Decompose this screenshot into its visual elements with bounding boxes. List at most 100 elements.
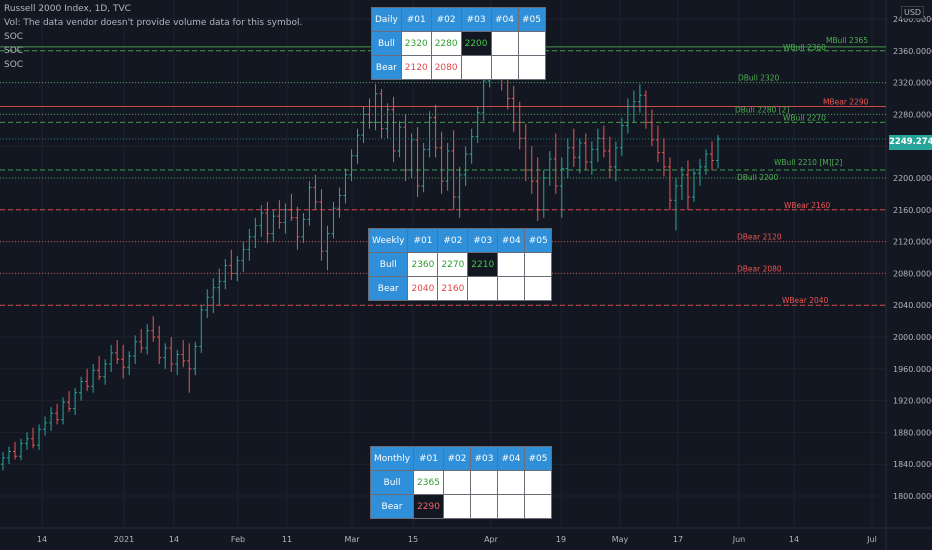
column-header: #05: [524, 228, 553, 253]
candle: [109, 344, 114, 372]
candle: [619, 117, 624, 156]
level-label: DBear 2080: [737, 264, 782, 273]
candle: [517, 101, 522, 150]
candle: [259, 205, 264, 237]
candle: [205, 289, 210, 318]
bull-row-label: Bull: [371, 31, 402, 56]
level-label: DBull 2320: [738, 74, 780, 83]
candle: [67, 391, 72, 412]
y-tick-label: 2280.0000: [893, 110, 932, 119]
bear-level-cell: [490, 55, 519, 80]
candle: [703, 149, 708, 175]
candle: [355, 128, 360, 164]
indicator-label[interactable]: SOC: [4, 46, 24, 56]
y-tick-label: 2040.0000: [893, 301, 932, 310]
candle: [541, 170, 546, 218]
x-tick-label: 17: [673, 535, 683, 544]
x-tick-label: 14: [169, 535, 179, 544]
candle: [421, 143, 426, 193]
candle: [457, 166, 462, 218]
candle: [469, 128, 474, 164]
column-header: #01: [413, 446, 444, 471]
candle: [559, 157, 564, 218]
bull-level-cell: [442, 470, 471, 495]
candle: [139, 329, 144, 353]
candle: [253, 217, 258, 248]
bull-level-cell: 2200: [460, 31, 492, 56]
currency-label[interactable]: USD: [901, 6, 925, 19]
candle: [649, 109, 654, 147]
bull-level-cell: [523, 470, 552, 495]
symbol-title[interactable]: Russell 2000 Index, 1D, TVC: [4, 4, 131, 14]
column-header: #01: [400, 7, 432, 32]
level-label: WBull 2210 [M][2]: [774, 158, 842, 167]
y-tick-label: 2120.0000: [893, 238, 932, 247]
indicator-label[interactable]: SOC: [4, 32, 24, 42]
table-title: Monthly: [369, 446, 415, 471]
candle: [463, 146, 468, 186]
bull-level-cell: [469, 470, 498, 495]
candle: [127, 351, 132, 376]
indicator-label[interactable]: SOC: [4, 60, 24, 70]
candle: [1, 452, 5, 471]
candle: [229, 249, 234, 280]
candle: [481, 73, 486, 121]
candle: [397, 120, 402, 158]
candle: [43, 416, 48, 436]
candle: [367, 98, 372, 129]
x-tick-label: 19: [556, 535, 566, 544]
candle: [631, 90, 636, 123]
bear-level-cell: [524, 276, 553, 301]
bear-level-cell: [517, 55, 546, 80]
candle: [379, 88, 384, 139]
candle: [361, 106, 366, 144]
candle: [247, 228, 252, 261]
bear-level-cell: [497, 276, 526, 301]
candle: [409, 133, 414, 178]
candle: [607, 136, 612, 178]
table-title: Daily: [371, 7, 402, 32]
chart-legend: Russell 2000 Index, 1D, TVC Vol: The dat…: [4, 2, 302, 72]
candle: [571, 128, 576, 167]
candle: [643, 90, 648, 129]
candle: [613, 141, 618, 182]
column-header: #02: [437, 228, 469, 253]
candle: [661, 138, 666, 177]
candle: [475, 106, 480, 144]
candle: [37, 424, 42, 450]
candle: [61, 397, 66, 425]
bear-row-label: Bear: [367, 276, 409, 301]
candle: [313, 174, 318, 210]
candle: [241, 241, 246, 272]
bear-row-label: Bear: [371, 55, 402, 80]
bear-level-cell: [469, 494, 498, 519]
bull-level-cell: [497, 252, 526, 277]
bull-level-cell: 2360: [407, 252, 439, 277]
candle: [283, 203, 288, 234]
column-header: #02: [430, 7, 462, 32]
level-label: WBear 2040: [782, 296, 829, 305]
candle: [97, 356, 102, 380]
candle: [433, 104, 438, 158]
x-tick-label: Mar: [344, 535, 360, 544]
candle: [235, 255, 240, 282]
candle: [49, 406, 54, 431]
candle: [679, 166, 684, 201]
candle: [145, 324, 150, 355]
candle: [289, 193, 294, 221]
candle: [331, 201, 336, 239]
y-tick-label: 1960.0000: [893, 365, 932, 374]
bull-level-cell: [524, 252, 553, 277]
candle: [373, 84, 378, 131]
candle: [211, 278, 216, 314]
candle: [691, 168, 696, 202]
candle: [655, 125, 660, 163]
candle: [667, 157, 672, 210]
candle: [277, 200, 282, 229]
level-label: MBear 2290: [823, 97, 869, 106]
table-title: Weekly: [367, 228, 409, 253]
volume-note: Vol: The data vendor doesn't provide vol…: [4, 18, 303, 28]
bear-level-cell: 2160: [437, 276, 469, 301]
candle: [589, 141, 594, 175]
bull-row-label: Bull: [369, 470, 415, 495]
